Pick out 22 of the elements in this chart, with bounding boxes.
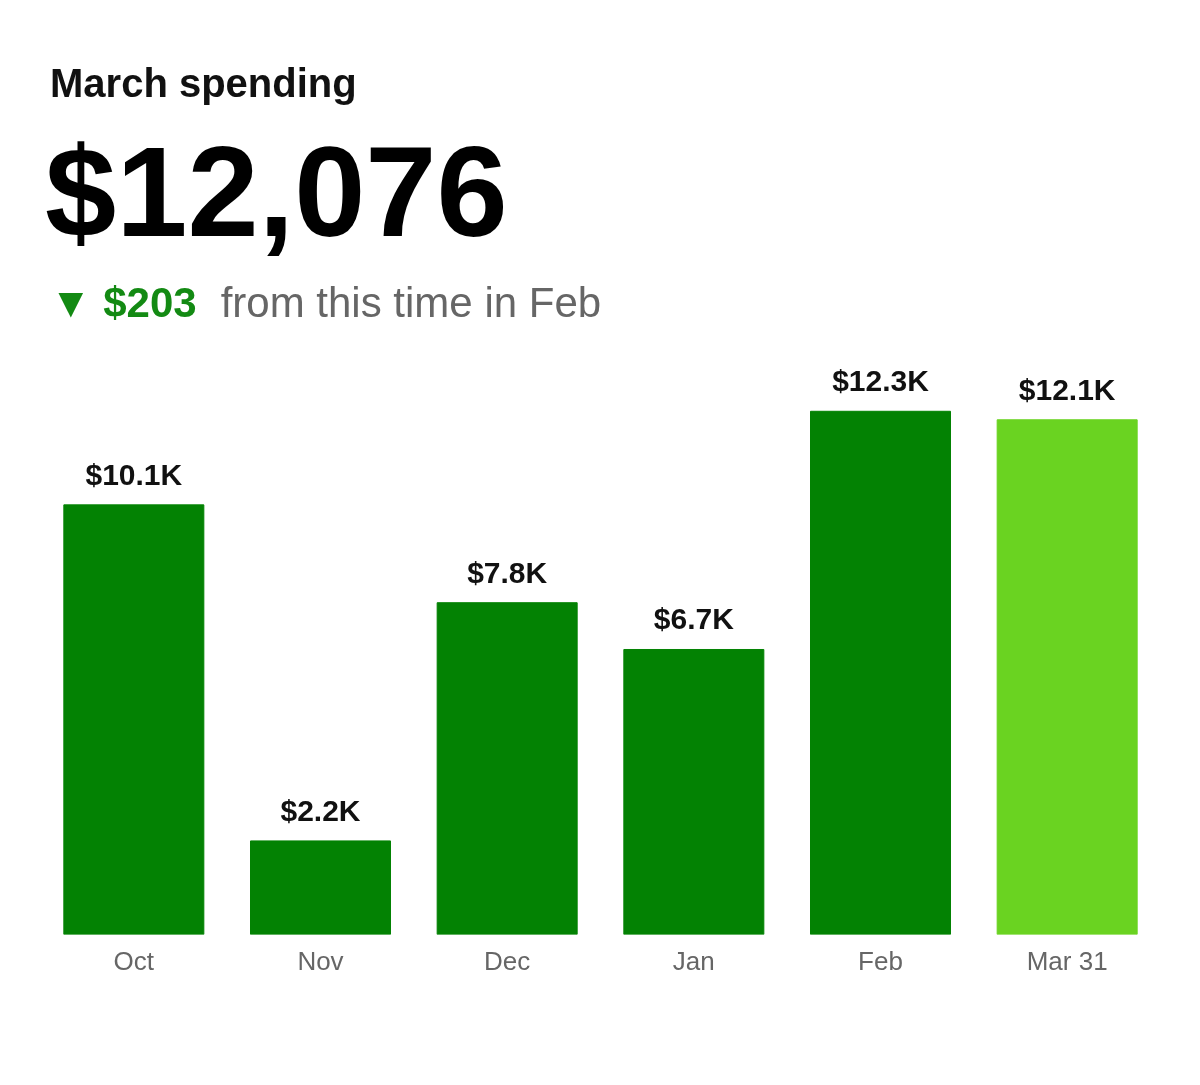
- x-tick-label: Mar 31: [1026, 945, 1108, 976]
- text: ▼ $203: [50, 278, 197, 326]
- bar: [623, 648, 765, 935]
- data-label: $10.1K: [85, 457, 183, 491]
- bar: [250, 840, 391, 935]
- x-tick-label: Jan: [672, 945, 715, 976]
- data-label: $12.3K: [832, 364, 930, 398]
- data-label: $12.1K: [1018, 372, 1116, 406]
- data-label: $7.8K: [467, 555, 548, 589]
- text: from this time in Feb: [220, 278, 602, 326]
- data-label: $2.2K: [280, 793, 361, 827]
- chart-subtitle: $12,076: [45, 120, 508, 264]
- data-label: $6.7K: [653, 602, 735, 636]
- bar: [996, 419, 1138, 935]
- bar: [63, 504, 205, 935]
- bar: [810, 410, 951, 935]
- bar: [436, 602, 578, 935]
- x-tick-label: Feb: [858, 945, 903, 976]
- x-tick-label: Dec: [484, 945, 531, 976]
- x-tick-label: Oct: [113, 945, 155, 976]
- chart-title: March spending: [50, 60, 357, 107]
- x-tick-label: Nov: [297, 945, 344, 976]
